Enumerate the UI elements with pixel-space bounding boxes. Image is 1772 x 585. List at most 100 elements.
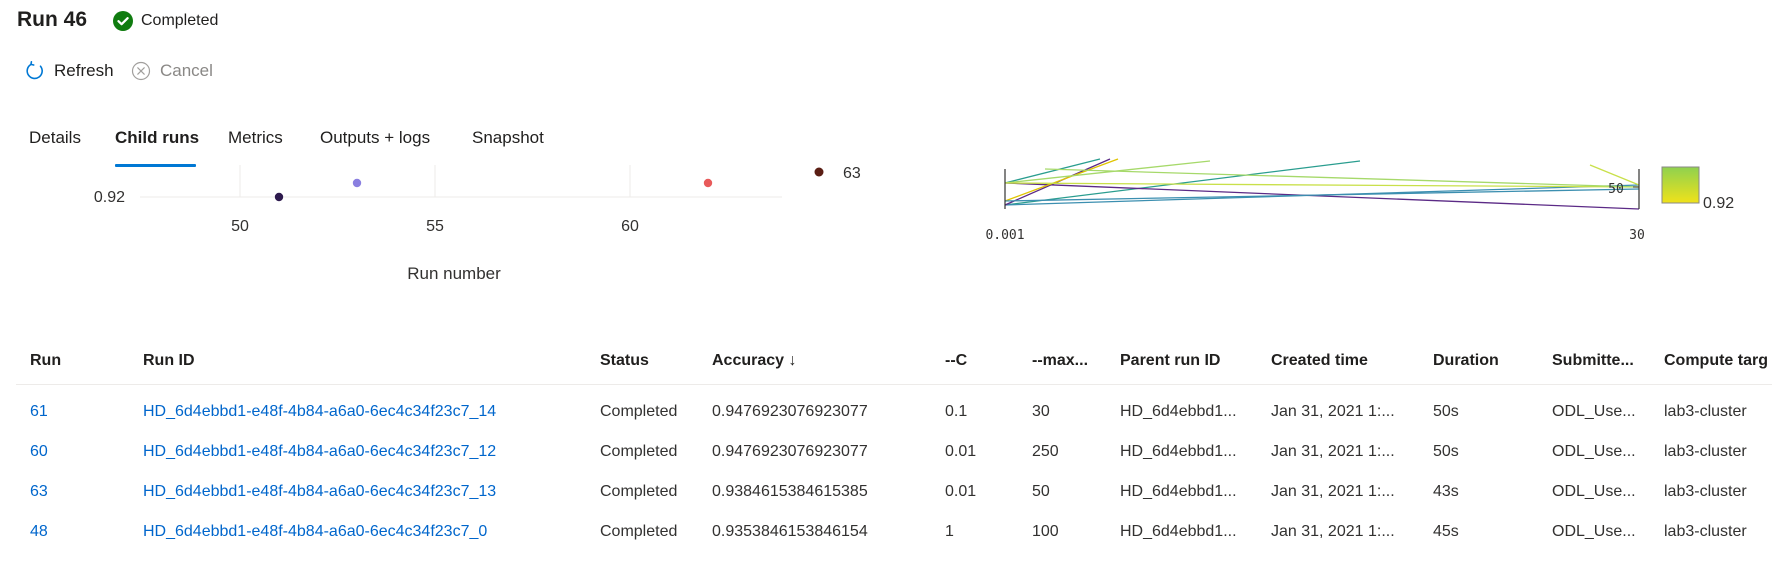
c-cell: 0.01: [945, 443, 977, 460]
accuracy-cell: 0.9384615384615385: [712, 483, 868, 500]
parallel-coordinates-line: [1044, 168, 1640, 188]
max-iter-cell: 100: [1032, 523, 1059, 540]
cancel-icon: [131, 61, 151, 81]
column-header-submitted-by[interactable]: Submitte...: [1552, 352, 1634, 369]
tab-snapshot[interactable]: Snapshot: [472, 128, 544, 147]
parallel-coordinates-line: [1004, 160, 1211, 184]
run-number-link[interactable]: 60: [30, 443, 48, 460]
accuracy-cell: 0.9353846153846154: [712, 523, 868, 540]
column-header-run-id[interactable]: Run ID: [143, 352, 195, 369]
created-time-cell: Jan 31, 2021 1:...: [1271, 523, 1395, 540]
tab-details[interactable]: Details: [29, 128, 81, 147]
tab-outputs-logs[interactable]: Outputs + logs: [320, 128, 431, 147]
legend-marker: [814, 167, 824, 177]
table-header: Run Run ID Status Accuracy ↓ --C --max..…: [16, 340, 1772, 385]
parallel-coordinates-line: [1004, 188, 1640, 202]
compute-target-cell: lab3-cluster: [1664, 403, 1747, 420]
table-row[interactable]: 60 HD_6d4ebbd1-e48f-4b84-a6a0-6ec4c34f23…: [16, 432, 1772, 472]
max-iter-cell: 50: [1032, 483, 1050, 500]
x-tick-label: 60: [621, 218, 639, 235]
run-id-link[interactable]: HD_6d4ebbd1-e48f-4b84-a6a0-6ec4c34f23c7_…: [143, 523, 488, 540]
run-id-link[interactable]: HD_6d4ebbd1-e48f-4b84-a6a0-6ec4c34f23c7_…: [143, 443, 497, 460]
axis-tick-label: 0.001: [985, 228, 1024, 243]
column-header-parent-run-id[interactable]: Parent run ID: [1120, 352, 1221, 369]
parallel-coordinates-line: [1004, 182, 1640, 210]
scatter-point[interactable]: [352, 178, 362, 188]
parallel-coordinates-line: [1004, 182, 1640, 188]
accuracy-cell: 0.9476923076923077: [712, 403, 868, 420]
submitted-by-cell: ODL_Use...: [1552, 483, 1636, 500]
legend-label: 63: [843, 165, 861, 182]
refresh-icon: [26, 61, 43, 80]
duration-cell: 43s: [1433, 483, 1459, 500]
column-header-max-iter[interactable]: --max...: [1032, 352, 1089, 369]
parallel-coordinates-line: [1589, 164, 1640, 186]
scatter-point[interactable]: [703, 178, 713, 188]
column-header-c[interactable]: --C: [945, 352, 968, 369]
duration-cell: 50s: [1433, 443, 1459, 460]
submitted-by-cell: ODL_Use...: [1552, 403, 1636, 420]
status-label: Completed: [141, 12, 219, 29]
cancel-button[interactable]: Cancel: [131, 61, 213, 81]
column-header-accuracy[interactable]: Accuracy ↓: [712, 352, 797, 369]
compute-target-cell: lab3-cluster: [1664, 523, 1747, 540]
created-time-cell: Jan 31, 2021 1:...: [1271, 403, 1395, 420]
run-status-cell: Completed: [600, 403, 678, 420]
run-status: Completed: [113, 11, 218, 31]
c-cell: 0.1: [945, 403, 968, 420]
refresh-button[interactable]: Refresh: [25, 61, 114, 81]
max-iter-cell: 250: [1032, 443, 1059, 460]
run-number-link[interactable]: 63: [30, 483, 48, 500]
submitted-by-cell: ODL_Use...: [1552, 523, 1636, 540]
run-number-link[interactable]: 48: [30, 523, 48, 540]
refresh-label: Refresh: [54, 61, 114, 80]
cancel-label: Cancel: [160, 61, 213, 80]
page-title: Run 46: [17, 8, 88, 31]
table-row[interactable]: 61 HD_6d4ebbd1-e48f-4b84-a6a0-6ec4c34f23…: [16, 392, 1772, 432]
table-row[interactable]: 48 HD_6d4ebbd1-e48f-4b84-a6a0-6ec4c34f23…: [16, 512, 1772, 552]
parent-run-id-cell: HD_6d4ebbd1...: [1120, 403, 1237, 420]
created-time-cell: Jan 31, 2021 1:...: [1271, 483, 1395, 500]
max-iter-cell: 30: [1032, 403, 1050, 420]
colorbar: [1661, 166, 1700, 204]
duration-cell: 50s: [1433, 403, 1459, 420]
active-tab-indicator: [115, 164, 196, 167]
scatter-point[interactable]: [274, 192, 284, 202]
parent-run-id-cell: HD_6d4ebbd1...: [1120, 483, 1237, 500]
tab-child-runs[interactable]: Child runs: [115, 128, 200, 147]
column-header-compute-target[interactable]: Compute targ: [1664, 352, 1768, 369]
column-header-created-time[interactable]: Created time: [1271, 352, 1368, 369]
column-header-run[interactable]: Run: [30, 352, 62, 369]
parallel-coordinates-line: [1004, 158, 1101, 184]
c-cell: 1: [945, 523, 954, 540]
submitted-by-cell: ODL_Use...: [1552, 443, 1636, 460]
parallel-coordinates-line: [1004, 158, 1119, 202]
run-number-link[interactable]: 61: [30, 403, 48, 420]
parallel-coordinates-line: [1004, 160, 1361, 206]
x-tick-label: 50: [231, 218, 249, 235]
created-time-cell: Jan 31, 2021 1:...: [1271, 443, 1395, 460]
axis-tick-label: 30: [1629, 228, 1645, 243]
column-header-duration[interactable]: Duration: [1433, 352, 1499, 369]
parent-run-id-cell: HD_6d4ebbd1...: [1120, 523, 1237, 540]
axis-tick-label: 50: [1608, 182, 1624, 197]
run-status-cell: Completed: [600, 443, 678, 460]
check-circle-icon: [113, 11, 133, 31]
compute-target-cell: lab3-cluster: [1664, 443, 1747, 460]
x-axis-title: Run number: [407, 264, 501, 283]
column-header-status[interactable]: Status: [600, 352, 649, 369]
tab-metrics[interactable]: Metrics: [228, 128, 283, 147]
run-id-link[interactable]: HD_6d4ebbd1-e48f-4b84-a6a0-6ec4c34f23c7_…: [143, 483, 497, 500]
compute-target-cell: lab3-cluster: [1664, 483, 1747, 500]
run-status-cell: Completed: [600, 523, 678, 540]
accuracy-scatter-chart: 0.92 50 55 60 Run number 63: [94, 165, 861, 283]
table-row[interactable]: 63 HD_6d4ebbd1-e48f-4b84-a6a0-6ec4c34f23…: [16, 472, 1772, 512]
run-id-link[interactable]: HD_6d4ebbd1-e48f-4b84-a6a0-6ec4c34f23c7_…: [143, 403, 497, 420]
x-tick-label: 55: [426, 218, 444, 235]
hyperparameter-parallel-coordinates-chart: 50 0.001 30 0.92: [985, 158, 1734, 243]
colorbar-label: 0.92: [1703, 195, 1734, 212]
run-status-cell: Completed: [600, 483, 678, 500]
c-cell: 0.01: [945, 483, 977, 500]
accuracy-cell: 0.9476923076923077: [712, 443, 868, 460]
y-tick-label: 0.92: [94, 189, 125, 206]
